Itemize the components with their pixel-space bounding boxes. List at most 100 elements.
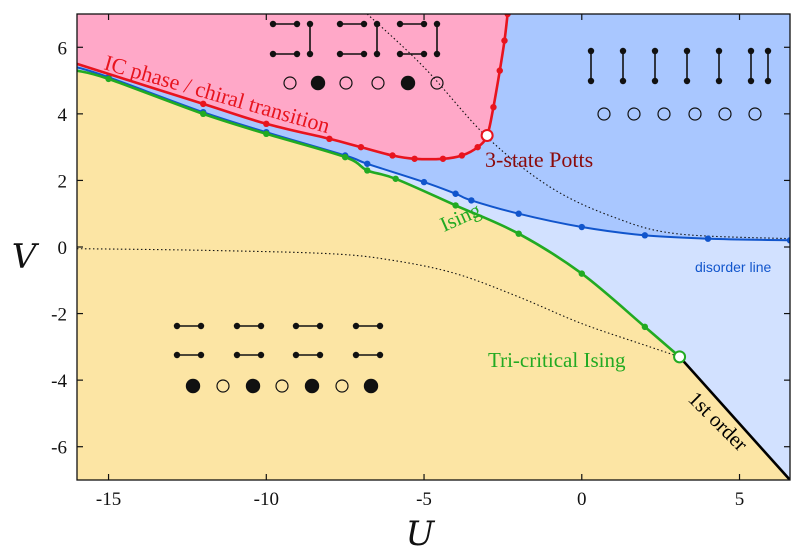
lattice-site <box>619 77 627 85</box>
empty-site <box>335 379 349 393</box>
disorder-point <box>468 197 475 204</box>
chiral-point <box>496 67 503 74</box>
lattice-site <box>683 77 691 85</box>
x-tick-label: -10 <box>254 489 279 510</box>
tricritical-point-marker <box>673 350 687 364</box>
dotted-guide-line-1 <box>77 248 680 358</box>
ising-point <box>578 270 585 277</box>
lattice-site <box>316 351 324 359</box>
ising-point <box>341 153 349 161</box>
lattice-site <box>173 322 181 330</box>
lattice-site <box>376 351 384 359</box>
region-near-disorder-line <box>77 67 790 480</box>
lattice-site <box>764 47 772 55</box>
lattice-site <box>257 322 265 330</box>
lattice-site <box>292 351 300 359</box>
lattice-site <box>316 322 324 330</box>
y-tick-label: -4 <box>51 371 67 392</box>
y-tick-label: 6 <box>58 38 68 59</box>
x-tick-label: 0 <box>577 489 587 510</box>
chiral-point <box>474 143 481 151</box>
lattice-site <box>420 50 428 58</box>
ising-point <box>105 75 112 83</box>
empty-site <box>597 107 611 121</box>
lattice-site <box>233 351 241 359</box>
dotted-guide-line-2 <box>366 14 790 240</box>
x-tick-label: -5 <box>416 489 432 510</box>
lattice-site <box>269 50 277 58</box>
y-tick-label: 0 <box>58 238 68 259</box>
chiral-point <box>490 104 497 111</box>
disorder-point <box>704 235 712 242</box>
filled-site <box>310 75 326 91</box>
lattice-site <box>233 322 241 330</box>
lattice-site <box>336 20 344 28</box>
chiral-point <box>439 155 447 162</box>
empty-site <box>371 76 385 90</box>
region-incommensurate <box>77 14 508 160</box>
disorder-point <box>515 210 522 217</box>
filled-site <box>400 75 416 91</box>
lattice-site <box>360 20 368 28</box>
chiral-point <box>411 155 418 162</box>
annotation-disorder-line: disorder line <box>695 259 771 275</box>
lattice-site <box>433 50 441 58</box>
chiral-point <box>357 143 365 151</box>
ising-point <box>452 202 459 209</box>
empty-site <box>657 107 671 121</box>
lattice-site <box>352 351 360 359</box>
filled-site <box>245 378 261 394</box>
ising-point <box>392 175 399 182</box>
disorder-point <box>452 190 459 197</box>
lattice-site <box>197 322 205 330</box>
lattice-site <box>683 47 691 55</box>
y-axis-label: V <box>12 237 40 277</box>
disorder-point <box>786 237 790 244</box>
chiral-point <box>263 120 270 128</box>
empty-site <box>430 76 444 90</box>
filled-site <box>185 378 201 394</box>
empty-site <box>688 107 702 121</box>
chiral-point <box>326 135 333 143</box>
lattice-site <box>651 47 659 55</box>
annotation-tricritical: Tri-critical Ising <box>488 348 626 372</box>
ising-line <box>77 69 681 358</box>
lattice-site <box>173 351 181 359</box>
y-tick-label: 2 <box>58 171 68 192</box>
disorder-point <box>364 160 371 167</box>
lattice-site <box>433 20 441 28</box>
filled-site <box>363 378 379 394</box>
inset-ic-configuration <box>269 20 444 91</box>
lattice-site <box>715 77 723 85</box>
y-tick-label: -2 <box>51 305 67 326</box>
chiral-point <box>501 37 508 44</box>
disorder-point <box>641 232 649 239</box>
empty-site <box>627 107 641 121</box>
disorder-point <box>578 223 585 231</box>
first-order-line <box>678 355 790 480</box>
y-tick-label: -6 <box>51 438 67 459</box>
ising-point <box>515 230 522 237</box>
lattice-site <box>257 351 265 359</box>
lattice-site <box>197 351 205 359</box>
inset-disordered-configuration <box>587 47 772 121</box>
empty-site <box>216 379 230 393</box>
chiral-point <box>458 152 466 159</box>
empty-site <box>718 107 732 121</box>
empty-site <box>339 76 353 90</box>
lattice-site <box>420 20 428 28</box>
lattice-site <box>336 50 344 58</box>
chiral-point <box>199 100 207 108</box>
lattice-site <box>373 50 381 58</box>
lattice-site <box>396 20 404 28</box>
ising-point <box>641 323 649 331</box>
empty-site <box>283 76 297 90</box>
lattice-site <box>764 77 772 85</box>
lattice-site <box>293 20 301 28</box>
ising-point <box>263 130 270 138</box>
x-tick-label: -15 <box>96 489 121 510</box>
lattice-site <box>619 47 627 55</box>
lattice-site <box>373 20 381 28</box>
lattice-site <box>396 50 404 58</box>
